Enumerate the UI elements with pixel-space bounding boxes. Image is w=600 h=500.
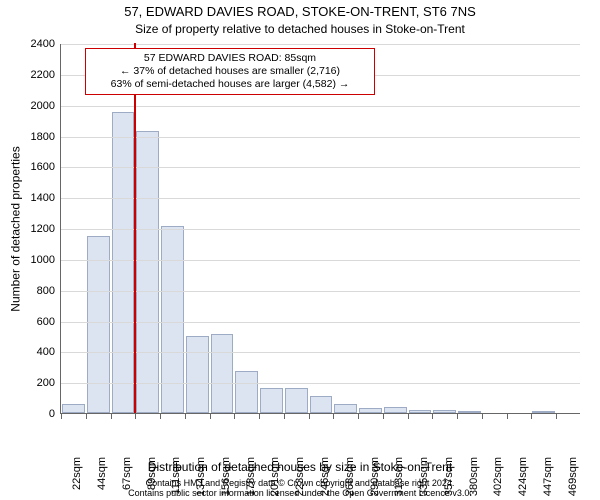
gridline	[61, 291, 580, 292]
y-tick-label: 2200	[23, 69, 55, 81]
gridline	[61, 260, 580, 261]
y-tick-label: 2000	[23, 100, 55, 112]
y-axis-title: Number of detached properties	[8, 44, 24, 414]
gridline	[61, 383, 580, 384]
property-marker-line	[134, 43, 136, 413]
histogram-bar	[310, 396, 333, 413]
x-tick	[358, 413, 359, 419]
gridline	[61, 198, 580, 199]
chart-title: 57, EDWARD DAVIES ROAD, STOKE-ON-TRENT, …	[0, 4, 600, 19]
x-tick	[284, 413, 285, 419]
info-line: 63% of semi-detached houses are larger (…	[92, 78, 368, 91]
footer-line: Contains public sector information licen…	[0, 488, 600, 498]
histogram-bar	[384, 407, 407, 413]
histogram-bar	[458, 411, 481, 413]
x-tick	[135, 413, 136, 419]
x-tick	[160, 413, 161, 419]
y-tick-label: 1000	[23, 254, 55, 266]
x-tick	[333, 413, 334, 419]
x-tick	[234, 413, 235, 419]
gridline	[61, 167, 580, 168]
info-line: 57 EDWARD DAVIES ROAD: 85sqm	[92, 52, 368, 65]
histogram-bar	[161, 226, 184, 413]
y-tick-label: 1200	[23, 223, 55, 235]
gridline	[61, 44, 580, 45]
gridline	[61, 106, 580, 107]
histogram-bar	[285, 388, 308, 413]
chart-subtitle: Size of property relative to detached ho…	[0, 22, 600, 36]
histogram-bar	[136, 131, 159, 413]
x-tick	[507, 413, 508, 419]
x-tick	[457, 413, 458, 419]
x-tick	[61, 413, 62, 419]
histogram-bar	[211, 334, 234, 413]
histogram-bar	[359, 408, 382, 413]
y-tick-label: 1600	[23, 161, 55, 173]
gridline	[61, 322, 580, 323]
histogram-bar	[260, 388, 283, 413]
y-tick-label: 1800	[23, 131, 55, 143]
x-tick	[111, 413, 112, 419]
x-tick	[482, 413, 483, 419]
x-tick	[259, 413, 260, 419]
gridline	[61, 137, 580, 138]
histogram-bar	[433, 410, 456, 413]
histogram-bar	[112, 112, 135, 413]
x-tick	[210, 413, 211, 419]
y-tick-label: 2400	[23, 38, 55, 50]
gridline	[61, 229, 580, 230]
histogram-bar	[62, 404, 85, 413]
x-tick	[309, 413, 310, 419]
footer-line: Contains HM Land Registry data © Crown c…	[0, 478, 600, 488]
histogram-bar	[235, 371, 258, 413]
x-tick	[86, 413, 87, 419]
attribution-footer: Contains HM Land Registry data © Crown c…	[0, 478, 600, 499]
y-tick-label: 800	[23, 285, 55, 297]
histogram-bar	[334, 404, 357, 413]
x-axis-title: Distribution of detached houses by size …	[0, 460, 600, 474]
y-tick-label: 1400	[23, 192, 55, 204]
y-tick-label: 400	[23, 346, 55, 358]
histogram-bar	[532, 411, 555, 413]
y-tick-label: 600	[23, 316, 55, 328]
histogram-bar	[186, 336, 209, 413]
x-tick	[383, 413, 384, 419]
x-tick	[408, 413, 409, 419]
histogram-bar	[409, 410, 432, 413]
y-tick-label: 200	[23, 377, 55, 389]
x-tick	[185, 413, 186, 419]
property-info-box: 57 EDWARD DAVIES ROAD: 85sqm ← 37% of de…	[85, 48, 375, 95]
plot-area: 0200400600800100012001400160018002000220…	[60, 44, 580, 414]
x-tick	[556, 413, 557, 419]
histogram-bar	[87, 236, 110, 413]
gridline	[61, 352, 580, 353]
chart-card: 57, EDWARD DAVIES ROAD, STOKE-ON-TRENT, …	[0, 0, 600, 500]
y-tick-label: 0	[23, 408, 55, 420]
x-tick	[432, 413, 433, 419]
info-line: ← 37% of detached houses are smaller (2,…	[92, 65, 368, 78]
x-tick	[531, 413, 532, 419]
